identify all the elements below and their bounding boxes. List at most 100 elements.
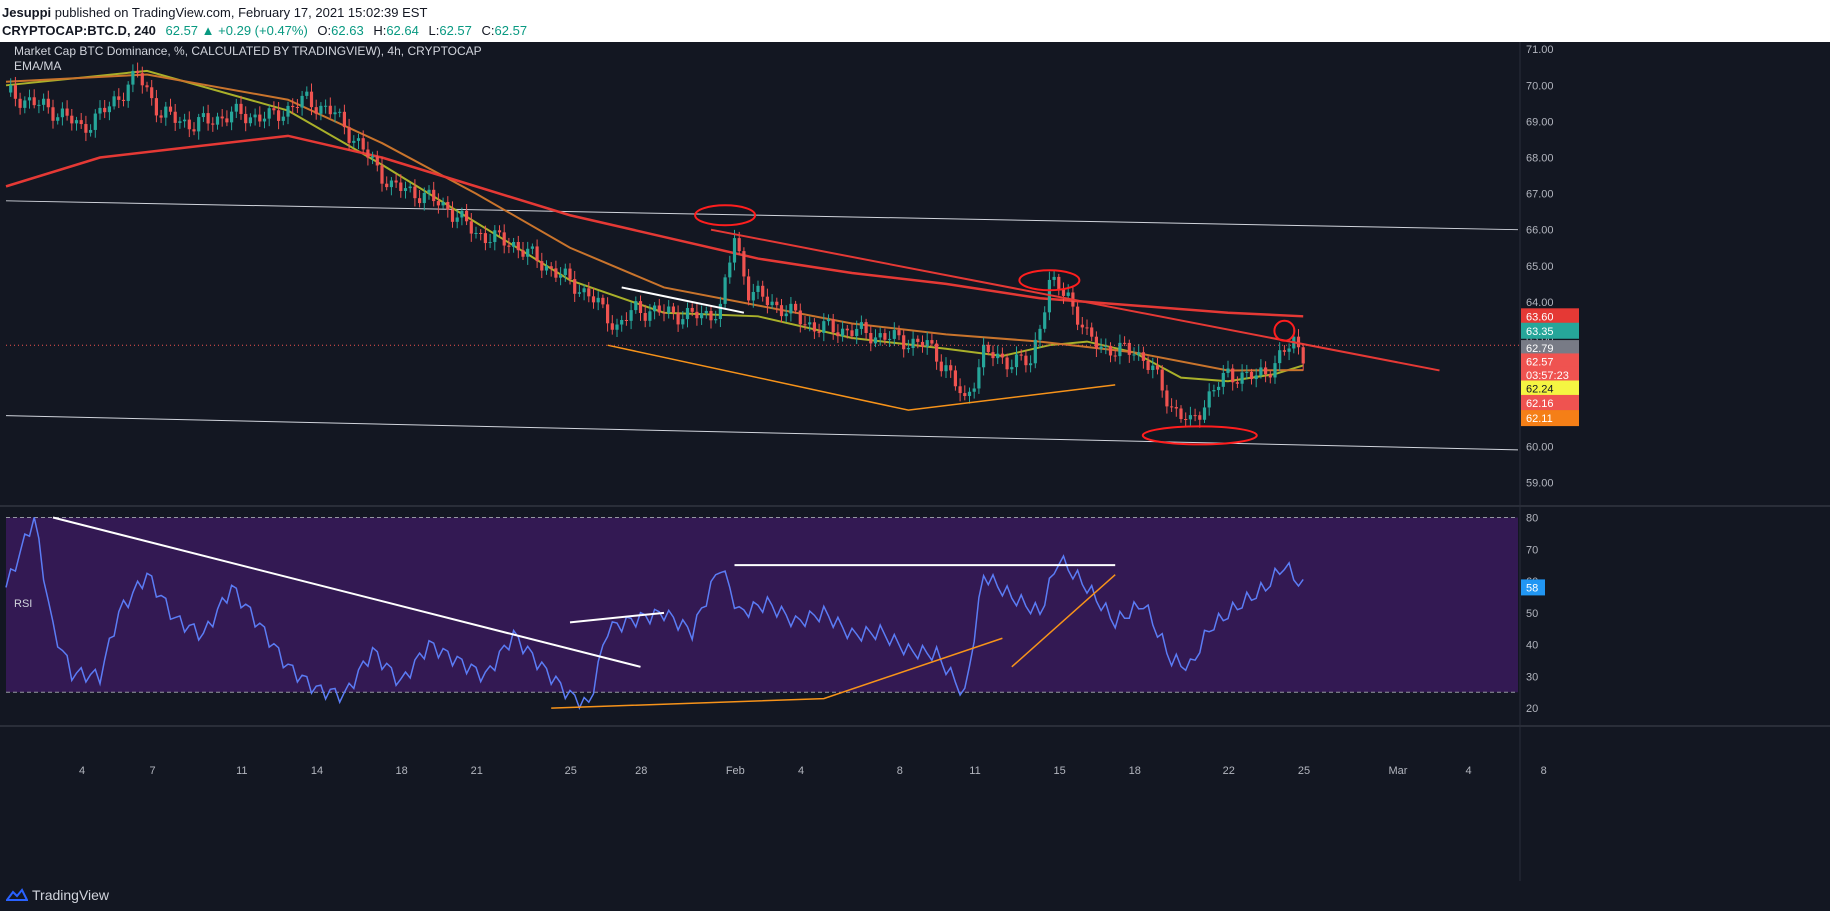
candle-body	[418, 198, 422, 204]
candle-body	[187, 119, 191, 130]
candle-body	[352, 140, 356, 143]
candle-body	[958, 386, 962, 394]
time-tick-label: 25	[565, 765, 577, 777]
rsi-tick-label: 40	[1526, 640, 1538, 652]
annotation-ellipse	[694, 204, 757, 227]
candle-body	[1132, 354, 1136, 356]
candle-body	[944, 365, 948, 372]
candle-body	[1296, 336, 1301, 348]
candle-body	[1235, 382, 1239, 384]
candle-body	[1212, 390, 1216, 392]
annotation-ellipse	[1273, 319, 1296, 342]
candle-body	[37, 104, 41, 106]
candle-body	[850, 330, 854, 337]
candle-body	[469, 221, 473, 234]
candle-body	[13, 85, 17, 99]
rsi-pane: 2030405060708058	[5, 513, 1545, 715]
candle-body	[1005, 357, 1009, 370]
candle-body	[42, 98, 46, 105]
candle-body	[1287, 348, 1291, 352]
candle-body	[1301, 347, 1305, 364]
price-tag	[1521, 366, 1579, 383]
candle-body	[568, 268, 572, 280]
candle-body	[234, 103, 238, 112]
candle-body	[685, 307, 690, 320]
candle-body	[1170, 406, 1174, 408]
candle-body	[822, 321, 826, 333]
candle-body	[676, 312, 680, 325]
candle-body	[1193, 415, 1197, 417]
candle-body	[427, 189, 431, 193]
candle-body	[544, 266, 549, 271]
candle-body	[1141, 352, 1145, 361]
candle-body	[136, 70, 140, 74]
price-tag-label: 63.35	[1526, 326, 1554, 338]
candle-body	[695, 311, 699, 319]
candle-body	[949, 365, 953, 371]
time-axis: 4 7 11 14 18 21 25 28 Feb 4 8 11 15 18 22 25 Mar 4 8	[79, 765, 1547, 777]
candle-body	[1047, 279, 1051, 313]
candle-body	[338, 111, 342, 113]
candle-body	[1198, 415, 1202, 420]
candle-body	[906, 347, 910, 350]
candle-body	[902, 335, 906, 350]
candle-body	[394, 180, 398, 183]
candle-body	[892, 330, 896, 339]
candle-body	[935, 343, 939, 362]
candle-body	[667, 306, 671, 314]
candle-body	[554, 268, 558, 278]
candle-body	[831, 319, 835, 333]
price-tick-label: 60.00	[1526, 441, 1554, 453]
candle-body	[521, 250, 525, 257]
symbol-label: CRYPTOCAP:BTC.D, 240	[2, 23, 156, 38]
candle-body	[653, 305, 657, 312]
candle-body	[977, 367, 981, 389]
candle-body	[215, 116, 220, 125]
candle-body	[1155, 365, 1160, 370]
candle-body	[201, 113, 205, 118]
candle-body	[291, 105, 295, 108]
candle-body	[342, 111, 346, 128]
candle-body	[803, 324, 807, 326]
candle-body	[596, 297, 600, 303]
candle-body	[1094, 336, 1098, 349]
candle-body	[1127, 342, 1131, 355]
candle-body	[629, 310, 633, 321]
candle-body	[535, 246, 539, 262]
candle-body	[737, 238, 741, 252]
close-value: 62.57	[494, 23, 528, 38]
candle-body	[324, 105, 328, 107]
candle-body	[836, 332, 840, 337]
candle-body	[1273, 363, 1277, 378]
chart-canvas[interactable]: 59.0060.0061.0062.0063.0064.0065.0066.00…	[0, 42, 1830, 881]
candle-body	[154, 98, 158, 116]
candle-body	[798, 310, 802, 325]
author-name[interactable]: Jesuppi	[2, 5, 52, 20]
candle-body	[333, 112, 337, 115]
time-tick-label: 22	[1223, 765, 1235, 777]
candle-body	[117, 96, 121, 100]
candle-body	[474, 232, 478, 234]
time-tick-label: 15	[1053, 765, 1065, 777]
candle-body	[493, 230, 497, 243]
candle-body	[356, 138, 361, 141]
candle-body	[197, 117, 201, 132]
ma-line-2	[5, 134, 1304, 318]
candle-body	[728, 262, 732, 278]
rsi-line	[5, 517, 1304, 711]
time-tick-label: Mar	[1389, 765, 1408, 777]
footer-brand[interactable]: TradingView	[32, 887, 110, 903]
candle-body	[399, 182, 403, 191]
candle-body	[953, 370, 957, 387]
price-tick-label: 68.00	[1526, 153, 1554, 165]
time-tick-label: 4	[79, 765, 85, 777]
candle-body	[51, 107, 55, 121]
price-tag	[1521, 394, 1579, 411]
candle-body	[939, 361, 943, 372]
candle-body	[385, 183, 389, 188]
candle-body	[23, 100, 27, 108]
candle-body	[277, 110, 281, 121]
candle-body	[930, 340, 934, 344]
time-tick-label: 8	[897, 765, 903, 777]
candle-body	[714, 319, 718, 321]
